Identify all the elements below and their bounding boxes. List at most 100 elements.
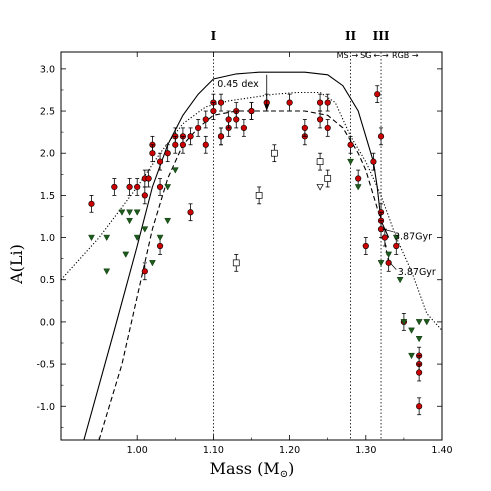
upper-limit-point bbox=[423, 319, 431, 326]
detection-point bbox=[172, 141, 179, 148]
detection-point bbox=[225, 116, 232, 123]
x-tick-label: 1.30 bbox=[355, 445, 376, 456]
upper-limit-point bbox=[103, 234, 111, 242]
age-leader-upper bbox=[382, 228, 394, 233]
stage-ms: MS bbox=[337, 51, 349, 60]
x-tick-label: 1.20 bbox=[279, 445, 300, 456]
open-square-point bbox=[271, 149, 278, 157]
upper-limit-point bbox=[103, 268, 111, 275]
upper-limit-point bbox=[164, 184, 172, 191]
y-tick-label: 2.5 bbox=[40, 107, 55, 118]
detection-point bbox=[347, 141, 354, 148]
axis-ticks: 1.00 1.10 1.20 1.30 1.40 3.0 2.5 2.0 1.5 1.0 0.5 0.… bbox=[36, 52, 453, 456]
detection-point bbox=[233, 116, 240, 123]
upper-limit-point bbox=[400, 319, 408, 326]
y-tick-label: 0.0 bbox=[40, 317, 55, 328]
age-label-lower: 3.87Gyr bbox=[398, 267, 436, 278]
detection-point bbox=[240, 124, 247, 132]
stage-arrow: → bbox=[382, 51, 389, 60]
open-triangle-point bbox=[316, 184, 324, 191]
detection-point bbox=[195, 124, 202, 132]
detection-point bbox=[164, 150, 171, 157]
upper-limit-point bbox=[408, 327, 415, 334]
vline-label: III bbox=[373, 29, 390, 43]
open-square-point bbox=[255, 192, 263, 199]
detection-point bbox=[393, 242, 400, 250]
detection-point bbox=[316, 116, 324, 123]
upper-limit-point bbox=[415, 336, 423, 343]
detection-point bbox=[362, 242, 369, 250]
detection-point bbox=[316, 99, 324, 106]
stage-rgb: RGB → bbox=[392, 51, 419, 60]
y-tick-label: 0.5 bbox=[40, 275, 55, 286]
detection-point bbox=[202, 141, 209, 148]
detection-point bbox=[248, 107, 255, 115]
upper-limit-point bbox=[149, 260, 156, 267]
model-curve-solid bbox=[83, 71, 390, 441]
stage-arrow: → bbox=[352, 51, 359, 60]
detection-point bbox=[134, 183, 141, 191]
upper-limit-point bbox=[347, 158, 354, 166]
open-square-point bbox=[316, 158, 324, 166]
upper-limit-point bbox=[133, 234, 141, 242]
detection-point bbox=[187, 209, 194, 216]
detection-point bbox=[210, 107, 217, 115]
detection-point bbox=[145, 175, 152, 182]
detection-point bbox=[355, 175, 362, 182]
detection-point bbox=[377, 133, 385, 140]
stage-arrow: ← bbox=[373, 51, 380, 60]
detection-point bbox=[416, 369, 423, 376]
detection-point bbox=[141, 192, 148, 199]
detection-point bbox=[156, 242, 164, 250]
open-square-point bbox=[232, 259, 240, 267]
y-axis-title: A(Li) bbox=[7, 244, 26, 285]
detection-point bbox=[217, 99, 225, 106]
detection-point bbox=[187, 133, 194, 140]
upper-limit-point bbox=[164, 217, 172, 225]
age-label-upper: 3.87Gyr bbox=[394, 232, 432, 243]
detection-point bbox=[286, 99, 293, 106]
detection-point bbox=[301, 124, 308, 132]
model-curve-dotted bbox=[60, 91, 443, 331]
upper-limit-point bbox=[156, 234, 164, 242]
detection-point bbox=[149, 150, 156, 157]
x-tick-label: 1.10 bbox=[203, 445, 224, 456]
y-tick-label: 1.0 bbox=[40, 233, 55, 244]
x-tick-label: 1.40 bbox=[431, 445, 452, 456]
upper-limit-point bbox=[385, 251, 393, 258]
model-curves bbox=[60, 71, 443, 441]
upper-limit-point bbox=[171, 167, 179, 174]
detection-point bbox=[141, 268, 148, 275]
detection-point bbox=[156, 158, 164, 165]
y-tick-label: -0.5 bbox=[36, 360, 55, 371]
detection-point bbox=[88, 200, 95, 207]
y-tick-label: -1.0 bbox=[36, 402, 55, 413]
y-tick-label: 3.0 bbox=[40, 64, 55, 75]
x-tick-label: 1.00 bbox=[127, 445, 148, 456]
upper-limit-point bbox=[88, 234, 95, 242]
upper-limit-point bbox=[392, 234, 400, 242]
upper-limit-point bbox=[396, 276, 404, 284]
vertical-reference-lines: I II III bbox=[211, 29, 390, 440]
detection-point bbox=[374, 91, 381, 98]
detection-point bbox=[126, 183, 133, 191]
y-tick-label: 1.5 bbox=[40, 191, 55, 202]
open-square-point bbox=[324, 175, 332, 182]
upper-limit-point bbox=[408, 352, 415, 360]
vline-label: I bbox=[211, 29, 217, 43]
detection-point bbox=[416, 403, 423, 410]
data-points bbox=[88, 85, 431, 416]
upper-limit-point bbox=[141, 226, 149, 233]
detection-point bbox=[381, 234, 388, 241]
model-curve-dashed bbox=[98, 110, 390, 441]
detection-point bbox=[202, 116, 209, 123]
detection-point bbox=[324, 124, 331, 132]
detection-point bbox=[179, 141, 187, 148]
detection-point bbox=[370, 158, 377, 165]
y-tick-label: 2.0 bbox=[40, 149, 55, 160]
upper-limit-point bbox=[133, 209, 141, 216]
age-leader-lower bbox=[389, 262, 397, 270]
upper-limit-point bbox=[126, 217, 134, 225]
